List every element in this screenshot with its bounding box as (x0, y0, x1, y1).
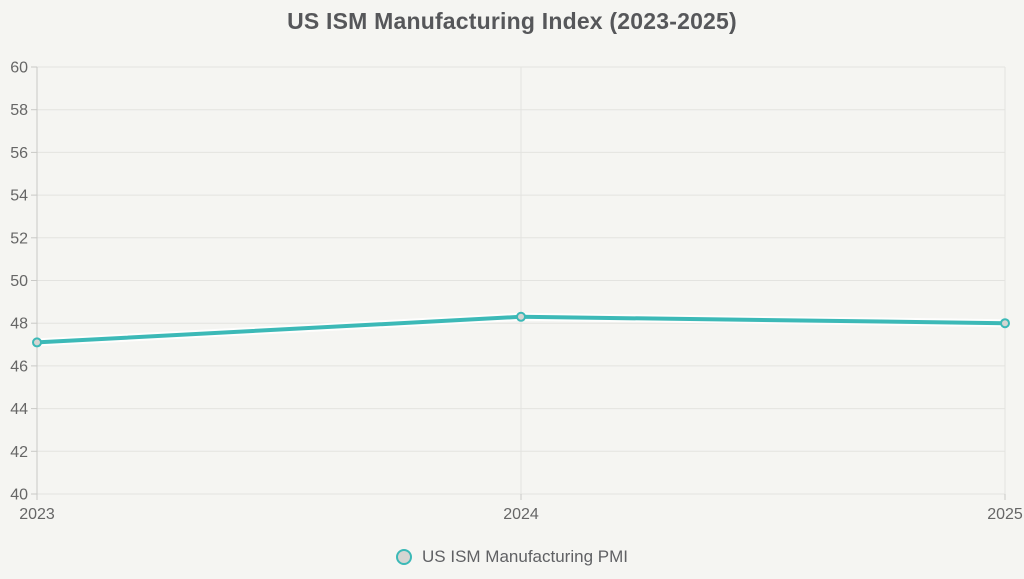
y-tick-label: 50 (10, 273, 28, 290)
x-tick-label: 2023 (19, 506, 55, 523)
y-tick-label: 40 (10, 487, 28, 504)
y-tick-label: 58 (10, 102, 28, 119)
chart-title: US ISM Manufacturing Index (2023-2025) (287, 8, 737, 34)
legend-item[interactable]: US ISM Manufacturing PMI (0, 544, 1024, 570)
y-tick-label: 42 (10, 444, 28, 461)
y-tick-label: 56 (10, 145, 28, 162)
legend-label: US ISM Manufacturing PMI (422, 547, 628, 566)
y-tick-label: 52 (10, 230, 28, 247)
y-tick-label: 48 (10, 316, 28, 333)
legend-circle-icon (396, 549, 413, 565)
x-tick-label: 2025 (987, 506, 1023, 523)
y-tick-label: 46 (10, 358, 28, 375)
data-point-marker[interactable] (32, 337, 42, 348)
y-tick-label: 54 (10, 188, 28, 205)
y-tick-label: 44 (10, 401, 28, 418)
data-point-marker[interactable] (516, 311, 526, 322)
x-tick-label: 2024 (503, 506, 539, 523)
y-tick-label: 60 (10, 60, 28, 77)
data-point-marker[interactable] (1000, 318, 1010, 329)
